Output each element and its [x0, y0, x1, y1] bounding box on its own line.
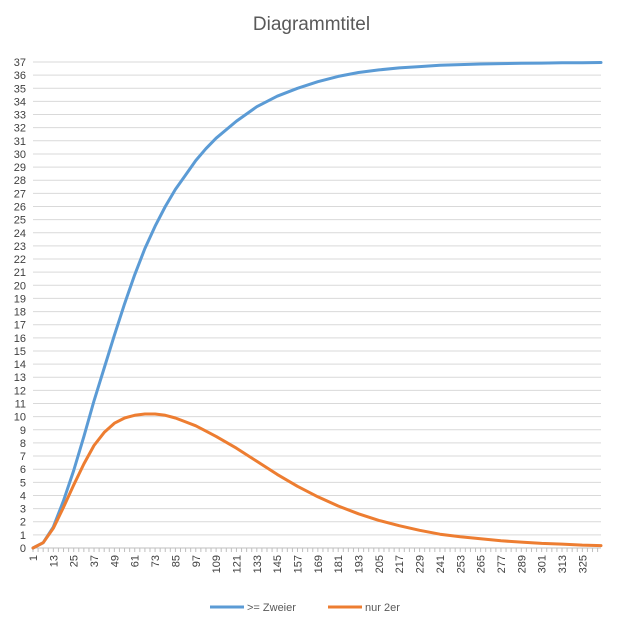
y-tick-label: 27: [14, 188, 26, 200]
x-tick-label: 205: [374, 555, 386, 573]
y-tick-label: 16: [14, 333, 26, 345]
series-line-0: [31, 61, 603, 550]
y-tick-label: 32: [14, 123, 26, 135]
y-tick-label: 20: [14, 280, 26, 292]
y-tick-label: 18: [14, 307, 26, 319]
y-tick-label: 30: [14, 149, 26, 161]
y-tick-label: 34: [14, 96, 26, 108]
y-tick-label: 36: [14, 70, 26, 82]
x-tick-label: 325: [577, 555, 589, 573]
y-tick-label: 17: [14, 320, 26, 332]
y-tick-label: 13: [14, 372, 26, 384]
y-tick-label: 15: [14, 346, 26, 358]
x-tick-label: 133: [252, 555, 264, 573]
y-tick-label: 31: [14, 136, 26, 148]
legend-label-0: >= Zweier: [247, 602, 296, 614]
x-tick-label: 277: [496, 555, 508, 573]
x-tick-label: 157: [293, 555, 305, 573]
x-tick-label: 181: [333, 555, 345, 573]
x-tick-label: 1: [28, 555, 40, 561]
y-tick-label: 8: [20, 438, 26, 450]
x-tick-label: 241: [435, 555, 447, 573]
gridlines: [33, 61, 601, 549]
y-tick-label: 14: [14, 359, 26, 371]
y-tick-label: 12: [14, 385, 26, 397]
y-tick-label: 28: [14, 175, 26, 187]
x-tick-label: 253: [455, 555, 467, 573]
x-tick-label: 97: [191, 555, 203, 567]
y-tick-label: 25: [14, 215, 26, 227]
x-tick-label: 85: [170, 555, 182, 567]
x-tick-label: 145: [272, 555, 284, 573]
series-lines: [31, 61, 603, 550]
series-line-1: [31, 412, 603, 550]
y-tick-label: 19: [14, 293, 26, 305]
x-tick-label: 229: [415, 555, 427, 573]
y-tick-label: 0: [20, 543, 26, 555]
axes: 0123456789101112131415161718192021222324…: [14, 57, 601, 573]
x-tick-label: 301: [537, 555, 549, 573]
y-tick-label: 29: [14, 162, 26, 174]
y-tick-label: 10: [14, 412, 26, 424]
x-tick-label: 265: [476, 555, 488, 573]
y-tick-label: 33: [14, 110, 26, 122]
y-tick-label: 3: [20, 504, 26, 516]
x-tick-label: 289: [516, 555, 528, 573]
x-tick-label: 217: [394, 555, 406, 573]
x-tick-label: 109: [211, 555, 223, 573]
y-tick-label: 21: [14, 267, 26, 279]
y-tick-label: 24: [14, 228, 26, 240]
x-tick-label: 49: [109, 555, 121, 567]
legend-label-1: nur 2er: [365, 602, 400, 614]
y-tick-label: 23: [14, 241, 26, 253]
x-tick-label: 193: [354, 555, 366, 573]
y-tick-label: 5: [20, 477, 26, 489]
y-tick-label: 4: [20, 490, 26, 502]
y-tick-label: 9: [20, 425, 26, 437]
x-tick-label: 73: [150, 555, 162, 567]
y-tick-label: 35: [14, 83, 26, 95]
x-tick-label: 13: [48, 555, 60, 567]
y-tick-label: 6: [20, 464, 26, 476]
y-tick-label: 11: [15, 399, 26, 411]
y-tick-label: 1: [20, 530, 26, 542]
y-tick-label: 37: [14, 57, 26, 69]
legend: >= Zweier nur 2er: [210, 602, 400, 614]
x-tick-label: 313: [557, 555, 569, 573]
x-tick-label: 121: [231, 555, 243, 573]
y-tick-label: 22: [14, 254, 26, 266]
x-tick-label: 169: [313, 555, 325, 573]
x-tick-label: 25: [69, 555, 81, 567]
chart-title: Diagrammtitel: [252, 14, 371, 35]
x-tick-label: 61: [130, 555, 142, 567]
y-tick-label: 2: [20, 517, 26, 529]
y-tick-label: 7: [20, 451, 26, 463]
y-tick-label: 26: [14, 201, 26, 213]
x-tick-label: 37: [89, 555, 101, 567]
